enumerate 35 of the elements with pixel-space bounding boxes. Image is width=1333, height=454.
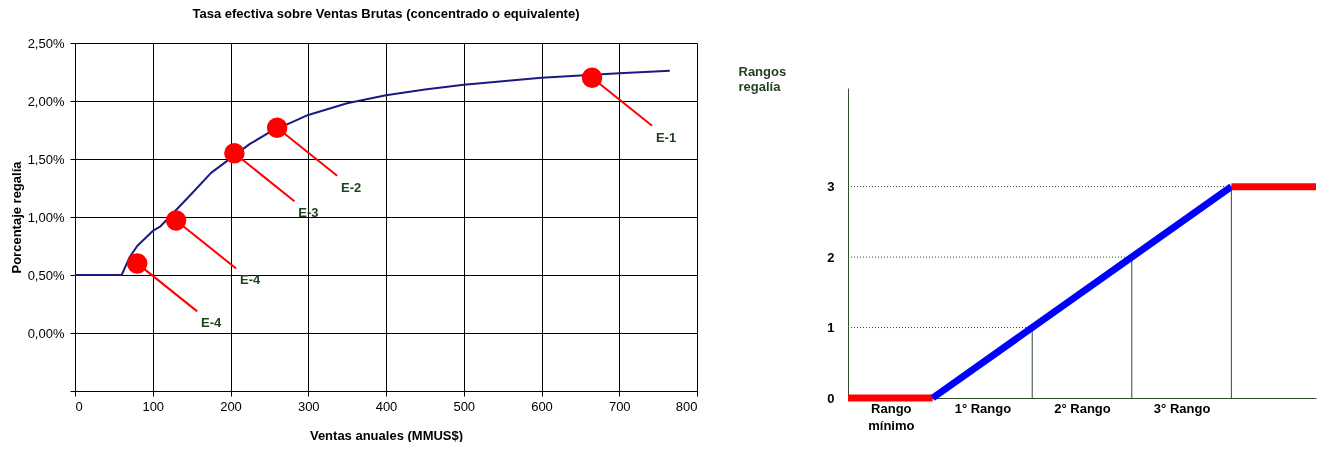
y-tick-label: 2 xyxy=(827,249,835,265)
annotation: E-2 xyxy=(341,179,362,195)
y-tick-label: 2,50% xyxy=(27,35,65,51)
x-tick-label: 100 xyxy=(142,398,165,414)
x-tick-label: 700 xyxy=(608,398,631,414)
point xyxy=(224,142,245,164)
x-tick-label: 200 xyxy=(220,398,242,414)
y-axis-title: Porcentaje regalía xyxy=(8,160,24,274)
x-tick-label: 600 xyxy=(531,398,553,414)
x-tick-label: 1° Rango xyxy=(954,400,1012,416)
annotation: E-1 xyxy=(655,129,677,145)
x-axis-title: Ventas anuales (MMUS$) xyxy=(309,427,464,443)
y-tick-label: 0,00% xyxy=(27,325,65,341)
y-tick-label: 1,50% xyxy=(27,151,65,167)
point xyxy=(266,117,288,138)
x-tick-label: 400 xyxy=(375,398,398,414)
x-tick-label: 3° Rango xyxy=(1153,400,1211,416)
x-tick-label: 0 xyxy=(75,398,83,414)
chart-title: Tasa efectiva sobre Ventas Brutas (concentrado o equivalente) xyxy=(192,6,580,21)
x-tick-label: 300 xyxy=(297,398,320,414)
x-tick-label: 2° Rango xyxy=(1054,400,1111,416)
point xyxy=(581,67,603,89)
y-tick-label: 1,00% xyxy=(27,209,65,225)
y-tick-label: 1 xyxy=(827,320,835,336)
x-tick-label: 800 xyxy=(675,398,698,414)
annotation: E-4 xyxy=(201,315,223,331)
point xyxy=(126,253,148,274)
y-tick-label: 2,00% xyxy=(27,93,65,109)
y-tick-label: 3 xyxy=(827,179,835,195)
y-tick-label: 0,50% xyxy=(27,267,65,283)
annotation: E-4 xyxy=(239,272,261,288)
point xyxy=(165,210,187,231)
x-tick-label: Rango mínimo xyxy=(868,400,915,433)
x-tick-label: 500 xyxy=(453,398,476,414)
y-axis-title: Rangos regalía xyxy=(738,63,787,94)
